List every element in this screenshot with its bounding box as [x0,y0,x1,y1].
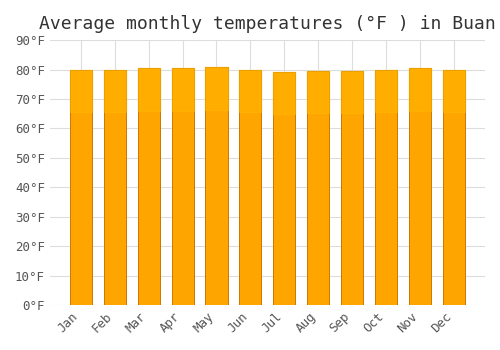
Bar [443,70,465,305]
Bar [342,71,363,305]
Bar [172,68,194,305]
Bar [104,70,126,112]
Bar [409,68,432,111]
Bar [138,68,160,111]
Bar [172,68,194,111]
Bar [240,70,262,305]
Bar [375,70,398,112]
Title: Average monthly temperatures (°F ) in Buan: Average monthly temperatures (°F ) in Bu… [39,15,496,33]
Bar [70,70,92,112]
Bar [274,72,295,305]
Bar [104,70,126,305]
Bar [240,70,262,112]
Bar [375,70,398,305]
Bar [206,66,228,305]
Bar [409,68,432,305]
Bar [70,70,92,305]
Bar [308,71,330,305]
Bar [274,72,295,114]
Bar [342,71,363,113]
Bar [443,70,465,112]
Bar [206,66,228,110]
Bar [308,71,330,113]
Bar [138,68,160,305]
